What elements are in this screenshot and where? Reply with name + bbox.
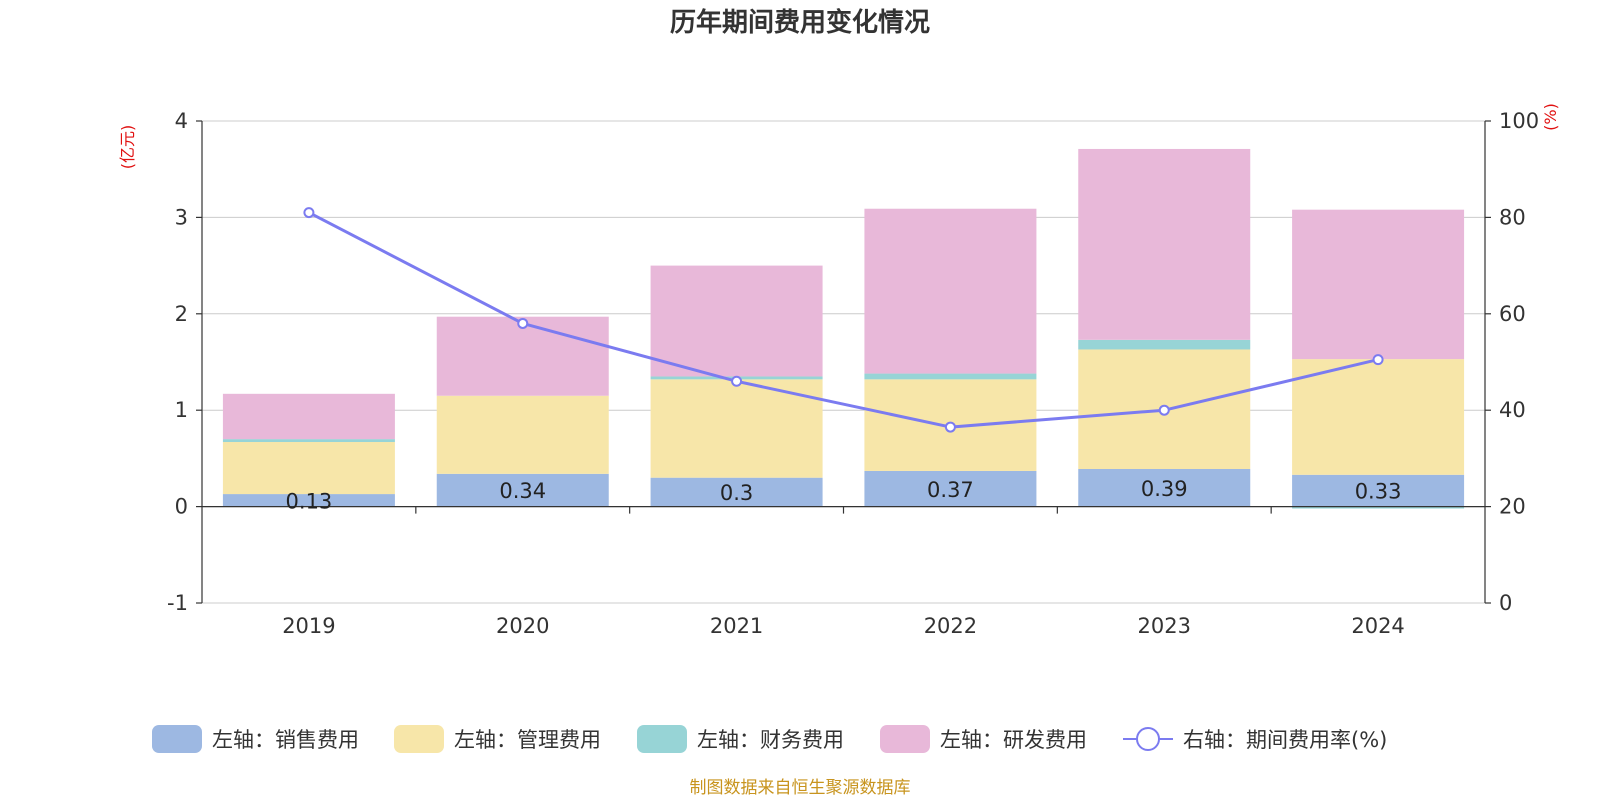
bar-segment [1292,506,1465,509]
left-tick-label: 4 [175,109,188,133]
bar-segment [436,473,609,507]
legend-label: 左轴：研发费用 [940,728,1087,752]
x-tick-label: 2024 [1351,614,1404,638]
legend-swatch [880,725,930,753]
rate-point [1372,354,1384,366]
bar-data-label: 0.3 [720,481,753,505]
right-tick-label: 60 [1499,302,1526,326]
line-series [303,207,1384,433]
bar-segment [864,208,1037,374]
bar-segment [864,373,1037,380]
left-tick-label: 2 [175,302,188,326]
bar-segment [222,442,395,495]
right-tick-label: 20 [1499,495,1526,519]
bar-segment [650,477,823,507]
legend-label: 右轴：期间费用率(%) [1183,728,1387,752]
rate-point [731,375,743,387]
right-axis-unit: (%) [1541,103,1560,131]
bar-data-label: 0.13 [286,489,333,513]
bar-data-label: 0.39 [1141,477,1188,501]
legend-swatch [394,725,444,753]
rate-point [303,207,315,219]
rate-point [1158,404,1170,416]
left-tick-label: 3 [175,205,188,229]
bar-segment [222,439,395,443]
legend-swatch [637,725,687,753]
bar-data-label: 0.37 [927,478,974,502]
bar-segment [1078,339,1251,350]
bar-segment [436,316,609,396]
right-tick-label: 100 [1499,109,1539,133]
legend-label: 左轴：财务费用 [697,728,844,752]
bar-segment [222,393,395,440]
x-tick-label: 2020 [496,614,549,638]
bar-segment [650,265,823,377]
bar-segment [436,395,609,474]
left-tick-label: 0 [175,495,188,519]
legend-label: 左轴：管理费用 [454,728,601,752]
right-tick-label: 0 [1499,591,1512,615]
bar-data-label: 0.33 [1355,480,1402,504]
legend: 左轴：销售费用 左轴：管理费用 左轴：财务费用 左轴：研发费用 右轴：期间费用率(%) [152,725,1387,753]
bar-segment [1292,209,1465,360]
bar-segment [1078,148,1251,340]
left-axis-unit: (亿元) [118,125,137,170]
x-tick-label: 2021 [710,614,763,638]
bar-segment [864,470,1037,507]
rate-line [308,211,1379,429]
bar-segment [1078,469,1251,507]
left-tick-label: -1 [167,591,188,615]
bar-data-label: 0.34 [499,479,546,503]
data-labels: 0.13 0.34 0.3 0.37 0.39 0.33 [286,477,1402,514]
legend-label: 左轴：销售费用 [212,728,359,752]
rate-point [517,317,529,329]
bar-segment [1292,359,1465,475]
chart-title: 历年期间费用变化情况 [670,7,930,38]
x-tick-label: 2019 [282,614,335,638]
left-tick-label: 1 [175,398,188,422]
right-tick-label: 80 [1499,205,1526,229]
bar-segment [222,494,395,507]
legend-swatch [152,725,202,753]
rate-point [944,421,956,433]
x-tick-label: 2022 [924,614,977,638]
bar-segment [1292,474,1465,507]
bar-segment [650,379,823,478]
source-note: 制图数据来自恒生聚源数据库 [690,778,911,798]
x-tick-label: 2023 [1138,614,1191,638]
legend-marker [1136,727,1160,751]
right-tick-label: 40 [1499,398,1526,422]
bar-series [222,148,1465,509]
